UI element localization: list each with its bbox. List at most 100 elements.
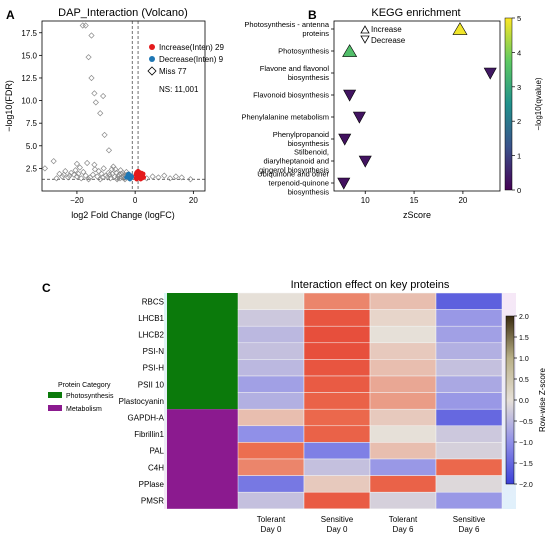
heatmap-cell xyxy=(303,408,371,427)
heatmap-colorbar-ticks: −2.0 −1.5 −1.0 −0.5 0.0 0.5 1.0 1.5 2.0 xyxy=(514,314,533,489)
heatmap-cell xyxy=(237,425,305,443)
volcano-xtick-label: 0 xyxy=(133,196,138,205)
panel-letter-b: B xyxy=(308,8,317,22)
volcano-miss-point xyxy=(178,174,185,181)
legend-decrease-label: Decrease(Inten) 9 xyxy=(159,55,224,64)
heatmap-cell xyxy=(237,442,305,460)
legend-metabolism-swatch xyxy=(48,405,62,411)
volcano-title: DAP_Interaction (Volcano) xyxy=(58,7,188,19)
volcano-increase-point xyxy=(138,174,143,179)
heatmap-cell xyxy=(435,425,503,443)
volcano-miss-point xyxy=(119,169,127,177)
heatmap-cell xyxy=(435,375,503,393)
heatmap-cell xyxy=(435,392,503,410)
heatmap-cell xyxy=(303,325,371,344)
heatmap-row-labels: RBCS LHCB1 LHCB2 PSI-N PSI-H PSII 10 Plastocya… xyxy=(119,297,165,505)
heatmap-row-label: PAL xyxy=(149,447,164,456)
heatmap-cell xyxy=(237,392,305,410)
volcano-miss-point xyxy=(75,170,82,177)
volcano-miss-point xyxy=(100,165,107,172)
volcano-miss-point xyxy=(92,99,99,106)
heatmap-cell xyxy=(369,425,437,443)
legend-miss-label: Miss 77 xyxy=(159,67,187,76)
kegg-decrease-marker xyxy=(358,155,372,168)
kegg-colorbar-tick-label: 5 xyxy=(517,14,521,23)
heatmap-cell xyxy=(435,292,503,310)
heatmap-cell xyxy=(369,392,437,410)
legend-increase-marker xyxy=(149,44,155,50)
volcano-increase-point xyxy=(134,169,140,175)
kegg-axes-frame xyxy=(333,20,501,192)
kegg-category-label: biosynthesis xyxy=(288,188,330,197)
heatmap-cell xyxy=(369,442,437,460)
volcano-miss-point xyxy=(106,171,113,178)
kegg-colorbar-tick-label: 0 xyxy=(517,186,521,195)
kegg-category-label: Phenylalanine metabolism xyxy=(241,113,329,122)
volcano-miss-point xyxy=(112,166,119,173)
kegg-title: KEGG enrichment xyxy=(371,7,460,19)
kegg-category-label: biosynthesis xyxy=(288,73,330,82)
heatmap-cell xyxy=(369,342,437,360)
kegg-category-label: Photosynthesis - antenna xyxy=(244,20,329,29)
volcano-miss-point xyxy=(56,170,63,177)
volcano-ytick-label: 2.5 xyxy=(26,164,38,173)
heatmap-cell xyxy=(369,309,437,327)
heatmap-column-label: Day 6 xyxy=(459,525,480,534)
kegg-category-label: diarylheptanoid and xyxy=(264,157,329,166)
heatmap-colorbar-tick-label: 0.5 xyxy=(519,377,529,384)
volcano-miss-point xyxy=(88,74,95,82)
volcano-miss-point xyxy=(78,175,85,182)
heatmap-column-label: Tolerant xyxy=(389,515,418,524)
volcano-miss-point xyxy=(99,174,106,181)
heatmap-column-label: Tolerant xyxy=(257,515,286,524)
volcano-ns-annotation: NS: 11,001 xyxy=(159,85,199,94)
volcano-legend: Increase(Inten) 29 Decrease(Inten) 9 Mis… xyxy=(147,43,224,94)
volcano-miss-point xyxy=(100,92,107,100)
kegg-colorbar-tick-label: 1 xyxy=(517,152,521,161)
volcano-miss-point xyxy=(76,164,83,171)
volcano-xtick-label: −20 xyxy=(70,196,84,205)
volcano-miss-point xyxy=(98,170,105,177)
heatmap-cell xyxy=(237,325,305,344)
volcano-miss-point xyxy=(187,176,194,183)
volcano-ytick-label: 12.5 xyxy=(21,74,37,83)
kegg-xlabel: zScore xyxy=(403,210,431,220)
heatmap-cell xyxy=(237,342,305,360)
heatmap-cell xyxy=(303,442,371,460)
kegg-category-label: Ubiquinone and other xyxy=(257,170,329,179)
volcano-miss-point xyxy=(118,174,126,181)
heatmap-cell xyxy=(237,375,305,393)
heatmap-row-label: LHCB1 xyxy=(138,314,164,323)
heatmap-cell xyxy=(303,359,371,377)
volcano-miss-point xyxy=(84,159,91,167)
volcano-miss-point xyxy=(101,131,108,139)
volcano-miss-point xyxy=(95,168,102,175)
legend-photosynthesis-swatch xyxy=(48,392,62,398)
volcano-decrease-point xyxy=(124,175,129,180)
volcano-decrease-point xyxy=(126,171,131,177)
category-legend: Protein Category Photosynthesis Metaboli… xyxy=(48,382,114,413)
heatmap-colorbar-tick-label: −0.5 xyxy=(519,419,533,426)
heatmap-cell xyxy=(369,475,437,493)
heatmap-row-label: PSI-H xyxy=(143,364,165,373)
heatmap-cell xyxy=(369,408,437,427)
heatmap-title: Interaction effect on key proteins xyxy=(291,279,450,291)
heatmap-colorbar-tick-label: −2.0 xyxy=(519,482,533,489)
heatmap-row-label: PSI-N xyxy=(143,347,165,356)
kegg-increase-marker xyxy=(342,44,358,57)
volcano-miss-point xyxy=(65,174,72,181)
kegg-colorbar xyxy=(504,17,513,191)
volcano-miss-point xyxy=(149,173,156,180)
heatmap-cell xyxy=(435,491,503,510)
volcano-miss-point xyxy=(50,158,57,165)
kegg-category-label: Flavonoid biosynthesis xyxy=(253,91,329,100)
protein-heatmap: Interaction effect on key proteins RBCS L… xyxy=(48,279,547,534)
heatmap-colorbar-tick-label: 1.0 xyxy=(519,356,529,363)
heatmap-cell xyxy=(303,458,371,476)
kegg-category-label: Photosynthesis xyxy=(278,47,329,56)
heatmap-cell xyxy=(237,491,305,510)
heatmap-cell xyxy=(369,325,437,344)
heatmap-colorbar-tick-label: −1.5 xyxy=(519,461,533,468)
heatmap-cell xyxy=(303,425,371,443)
